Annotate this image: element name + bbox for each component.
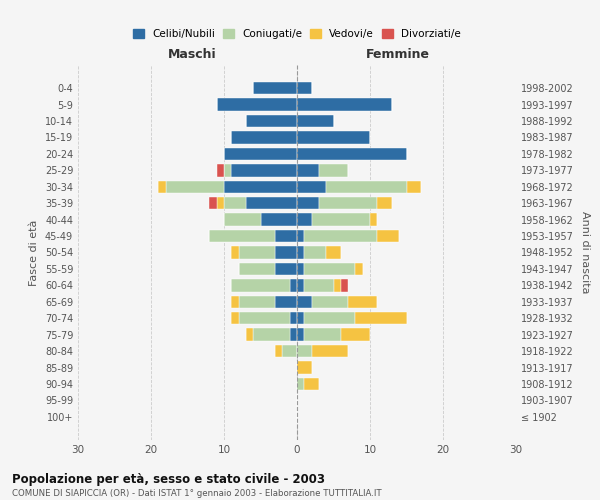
Bar [209,230,275,242]
Bar [260,214,297,226]
Bar [283,345,297,357]
Bar [311,345,348,357]
Bar [297,230,304,242]
Bar [304,263,355,275]
Bar [239,296,275,308]
Bar [290,279,297,291]
Bar [297,263,304,275]
Bar [304,230,377,242]
Bar [297,378,304,390]
Bar [253,82,297,94]
Bar [217,164,224,176]
Bar [253,328,290,341]
Bar [239,246,275,258]
Bar [158,180,166,193]
Bar [239,263,275,275]
Bar [232,312,239,324]
Bar [297,132,370,143]
Bar [311,296,348,308]
Bar [297,115,334,127]
Bar [275,345,283,357]
Bar [224,164,232,176]
Bar [224,180,297,193]
Bar [297,214,311,226]
Bar [232,164,297,176]
Bar [355,263,362,275]
Bar [297,82,311,94]
Bar [407,180,421,193]
Bar [246,197,297,209]
Bar [232,132,297,143]
Bar [304,246,326,258]
Bar [341,279,348,291]
Bar [297,328,304,341]
Bar [166,180,224,193]
Bar [246,328,253,341]
Text: Femmine: Femmine [366,48,430,61]
Bar [224,197,246,209]
Bar [239,312,290,324]
Bar [275,246,297,258]
Bar [297,246,304,258]
Bar [326,180,407,193]
Bar [232,246,239,258]
Bar [297,279,304,291]
Bar [297,180,326,193]
Bar [217,98,297,111]
Bar [275,296,297,308]
Bar [209,197,217,209]
Bar [304,328,341,341]
Bar [232,279,290,291]
Bar [297,197,319,209]
Bar [341,328,370,341]
Bar [217,197,224,209]
Bar [297,362,311,374]
Y-axis label: Anni di nascita: Anni di nascita [580,211,590,294]
Bar [304,279,334,291]
Bar [311,214,370,226]
Bar [290,312,297,324]
Bar [297,148,407,160]
Bar [377,197,392,209]
Bar [377,230,399,242]
Text: Maschi: Maschi [167,48,216,61]
Bar [297,164,319,176]
Bar [246,115,297,127]
Y-axis label: Fasce di età: Fasce di età [29,220,39,286]
Bar [232,296,239,308]
Bar [275,263,297,275]
Bar [355,312,407,324]
Bar [224,214,260,226]
Text: Popolazione per età, sesso e stato civile - 2003: Popolazione per età, sesso e stato civil… [12,472,325,486]
Bar [297,312,304,324]
Bar [304,312,355,324]
Bar [290,328,297,341]
Bar [348,296,377,308]
Bar [297,345,311,357]
Legend: Celibi/Nubili, Coniugati/e, Vedovi/e, Divorziati/e: Celibi/Nubili, Coniugati/e, Vedovi/e, Di… [129,25,465,44]
Bar [319,197,377,209]
Bar [297,296,311,308]
Bar [334,279,341,291]
Text: COMUNE DI SIAPICCIA (OR) - Dati ISTAT 1° gennaio 2003 - Elaborazione TUTTITALIA.: COMUNE DI SIAPICCIA (OR) - Dati ISTAT 1°… [12,489,382,498]
Bar [370,214,377,226]
Bar [297,98,392,111]
Bar [304,378,319,390]
Bar [224,148,297,160]
Bar [319,164,348,176]
Bar [326,246,341,258]
Bar [275,230,297,242]
